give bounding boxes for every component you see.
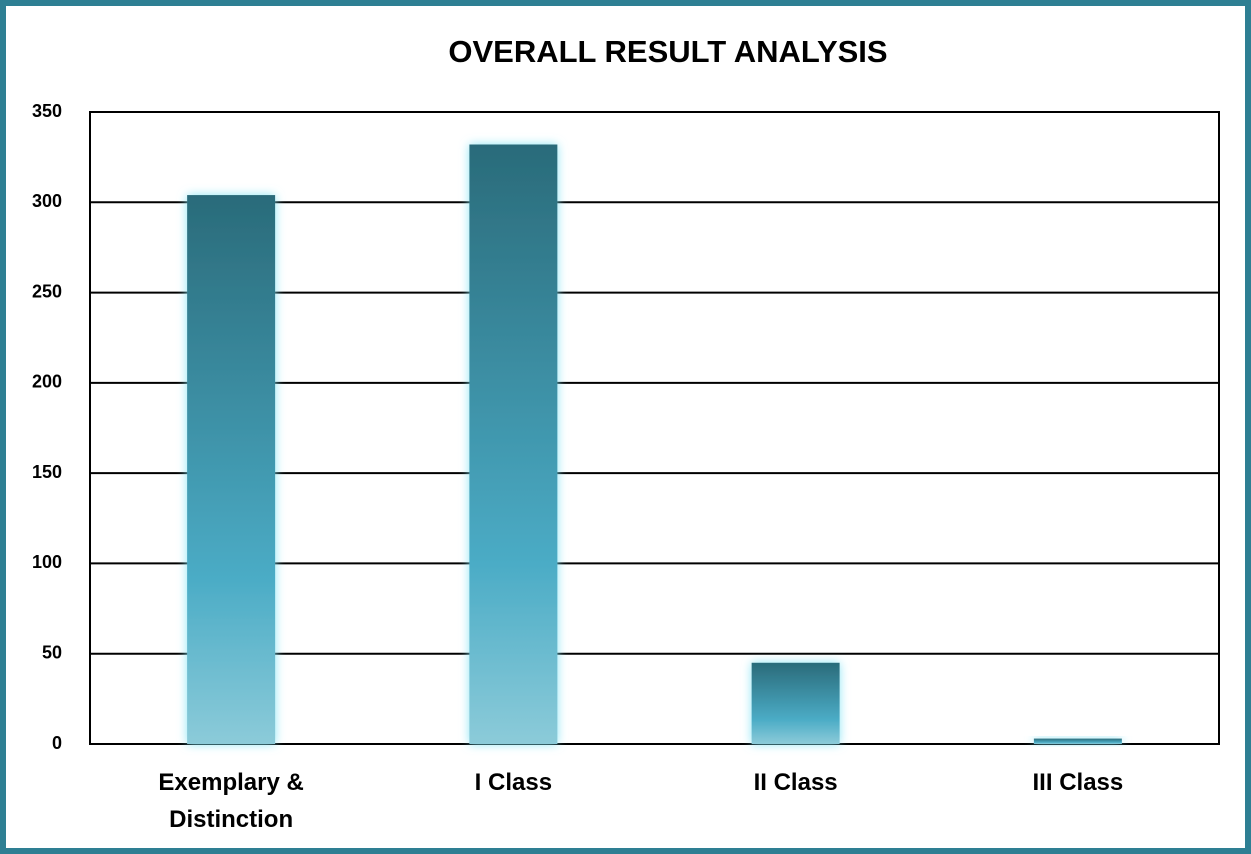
plot-border (89, 111, 1220, 745)
y-tick-label: 50 (42, 642, 62, 662)
y-tick-label: 150 (32, 462, 62, 482)
bar (469, 144, 558, 744)
x-tick-label: III Class (1032, 769, 1124, 796)
x-tick-label: II Class (753, 769, 838, 796)
y-tick-label: 300 (32, 191, 62, 211)
x-tick-label: I Class (474, 769, 553, 796)
y-tick-label: 250 (32, 281, 62, 301)
y-tick-label: 100 (32, 552, 62, 572)
y-tick-label: 350 (32, 101, 62, 121)
chart-title: OVERALL RESULT ANALYSIS (448, 34, 887, 69)
bar (187, 195, 276, 744)
bar (751, 662, 840, 744)
y-tick-label: 0 (52, 733, 62, 753)
x-tick-label: Exemplary & Distinction (158, 769, 304, 833)
chart: OVERALL RESULT ANALYSIS 0 50 100 150 200 250 3… (32, 34, 1220, 753)
bar (1033, 738, 1122, 744)
y-tick-label: 200 (32, 372, 62, 392)
